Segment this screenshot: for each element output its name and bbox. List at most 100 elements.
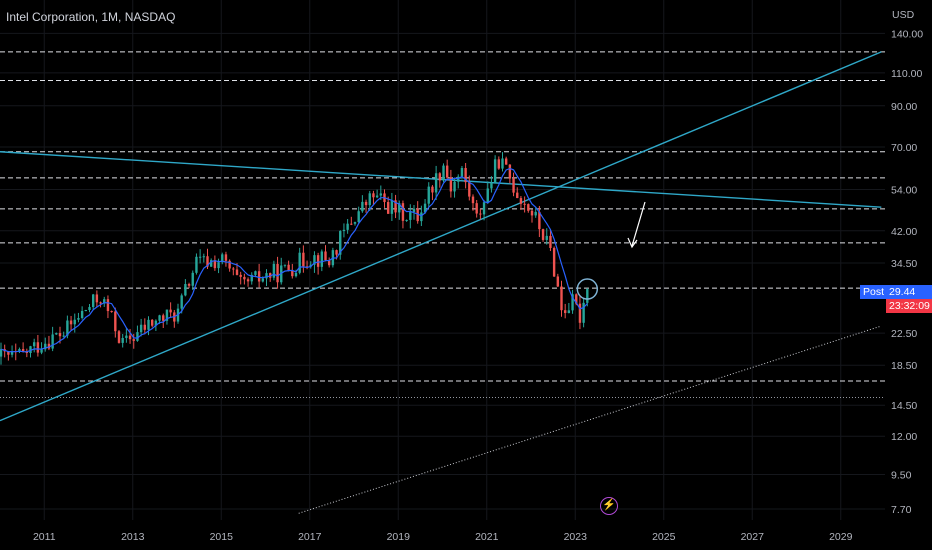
candlestick <box>563 303 567 319</box>
time-tick-label: 2017 <box>298 531 322 543</box>
candlestick <box>228 259 231 272</box>
candle-body <box>117 331 121 343</box>
candlestick <box>143 318 147 335</box>
candle-body <box>55 333 58 335</box>
candlestick <box>434 165 438 201</box>
candle-body <box>128 335 132 340</box>
candlestick <box>243 273 246 285</box>
candle-body <box>504 158 508 165</box>
time-tick-label: 2021 <box>475 531 499 543</box>
candlestick <box>117 329 121 344</box>
candle-body <box>493 159 497 183</box>
candle-body <box>401 203 405 221</box>
candlestick <box>519 196 523 210</box>
candlestick <box>545 228 548 245</box>
candle-body <box>180 295 183 309</box>
trendlines[interactable] <box>0 51 882 514</box>
candle-body <box>530 210 534 216</box>
candlestick <box>77 312 80 323</box>
arrow-icon[interactable] <box>627 201 646 249</box>
candlestick <box>416 201 419 224</box>
candlestick <box>291 263 294 279</box>
candle-body <box>552 247 556 277</box>
candlestick <box>69 315 73 331</box>
candle-body <box>316 255 320 267</box>
candlestick <box>442 163 445 183</box>
candle-body <box>47 343 51 349</box>
candlestick <box>556 273 560 288</box>
candlestick <box>209 258 213 267</box>
candlestick <box>431 185 434 201</box>
candle-body <box>114 311 117 332</box>
price-tick-label: 34.50 <box>891 258 917 270</box>
candlestick <box>516 187 519 199</box>
candle-body <box>420 212 423 222</box>
candlestick <box>276 256 279 289</box>
candle-body <box>110 311 113 313</box>
candle-body <box>80 310 84 318</box>
candle-body <box>206 256 209 267</box>
candlestick <box>62 331 65 338</box>
candle-body <box>283 264 287 266</box>
candle-body <box>213 260 217 269</box>
candlestick <box>501 152 504 172</box>
candle-body <box>508 164 512 179</box>
time-tick-label: 2013 <box>121 531 145 543</box>
candlestick <box>110 310 113 313</box>
candle-body <box>556 276 560 287</box>
candle-body <box>302 252 305 267</box>
candle-body <box>335 250 338 255</box>
candle-body <box>235 269 239 275</box>
candle-body <box>394 200 397 213</box>
candle-body <box>379 193 383 196</box>
candle-body <box>357 211 360 223</box>
price-tick-label: 14.50 <box>891 400 917 412</box>
candle-body <box>158 315 161 321</box>
horizontal-gridlines <box>0 32 885 510</box>
candle-body <box>291 270 294 277</box>
candlestick <box>103 296 106 307</box>
candlestick <box>490 176 493 193</box>
lightning-icon[interactable]: ⚡ <box>600 497 618 515</box>
candle-body <box>398 203 401 213</box>
candlestick <box>552 246 556 278</box>
candle-body <box>250 274 253 282</box>
candlestick <box>313 251 316 273</box>
candle-body <box>73 319 76 325</box>
candlestick <box>302 245 305 273</box>
candlestick <box>445 159 449 181</box>
time-axis-ticks[interactable]: 2011 2013 2015 2017 2019 2021 2023 2025 2027 2029 <box>33 531 853 543</box>
candle-body <box>217 262 220 269</box>
candlestick <box>239 271 242 285</box>
candlestick <box>346 218 349 234</box>
candle-body <box>324 251 327 261</box>
candle-body <box>582 302 585 323</box>
vertical-gridlines <box>43 0 842 520</box>
price-tick-label: 54.00 <box>891 185 917 197</box>
candlestick <box>409 204 412 229</box>
candlestick <box>187 282 191 289</box>
candle-body <box>390 200 394 214</box>
candle-body <box>147 319 150 330</box>
candlestick <box>47 335 51 351</box>
trendline <box>0 51 882 422</box>
candlestick <box>497 156 501 170</box>
price-axis-ticks[interactable]: 140.00 110.00 90.00 70.00 54.00 42.00 34.50 22.… <box>891 28 923 516</box>
candle-body <box>497 159 501 169</box>
candle-body <box>150 319 154 326</box>
candlestick <box>320 249 324 272</box>
candle-body <box>66 320 69 336</box>
candlestick <box>257 263 261 288</box>
candle-body <box>431 186 434 193</box>
candlestick <box>32 338 36 353</box>
candle-body <box>405 219 408 221</box>
time-tick-label: 2015 <box>210 531 234 543</box>
candle-body <box>342 229 346 232</box>
circle-marker-icon[interactable] <box>576 278 599 300</box>
candlestick <box>283 264 287 268</box>
candle-body <box>268 273 272 278</box>
candle-body <box>412 208 416 213</box>
time-tick-label: 2019 <box>387 531 411 543</box>
price-tick-label: 7.70 <box>891 504 912 516</box>
